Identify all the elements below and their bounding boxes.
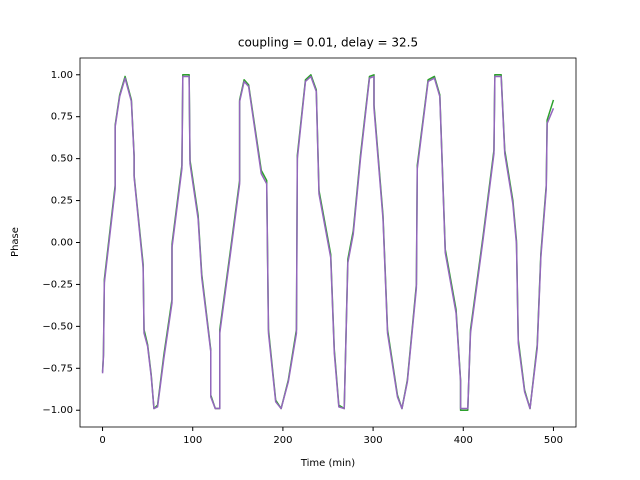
series-line	[101, 75, 555, 410]
x-tick-label: 500	[544, 435, 563, 446]
y-tick-label: −0.25	[42, 279, 73, 290]
chart-title: coupling = 0.01, delay = 32.5	[238, 36, 418, 50]
y-tick-label: −0.50	[42, 321, 73, 332]
y-tick-label: 0.50	[51, 154, 73, 165]
x-tick-label: 0	[99, 435, 105, 446]
y-tick-label: −1.00	[42, 405, 73, 416]
y-tick-label: 0.00	[51, 238, 73, 249]
x-tick-label: 300	[364, 435, 383, 446]
y-axis-label: Phase	[10, 227, 21, 257]
y-tick-label: 0.25	[51, 196, 73, 207]
x-tick-label: 200	[273, 435, 292, 446]
y-tick-label: −0.75	[42, 363, 73, 374]
x-axis-label: Time (min)	[300, 458, 355, 469]
x-tick-label: 400	[454, 435, 473, 446]
y-tick-label: 1.00	[51, 70, 73, 81]
plot-frame	[79, 57, 577, 428]
x-tick-label: 100	[183, 435, 202, 446]
y-tick-label: 0.75	[51, 112, 73, 123]
